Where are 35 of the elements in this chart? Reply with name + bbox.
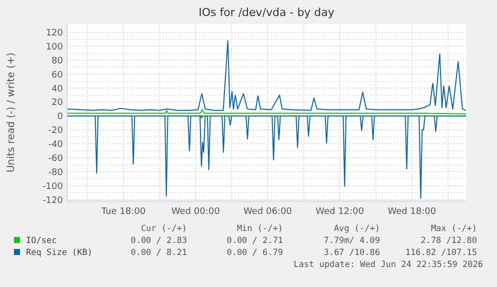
y-tick-label: -40 — [48, 140, 64, 150]
y-tick-label: -100 — [42, 182, 64, 192]
y-tick-label: 20 — [52, 98, 64, 108]
x-tick-label: Tue 18:00 — [100, 207, 146, 217]
x-tick-label: Wed 06:00 — [243, 207, 292, 217]
text: 0.00 / 2.83 — [130, 236, 187, 246]
y-tick-label: 0 — [57, 112, 64, 122]
text: 3.67 /10.86 — [324, 248, 380, 258]
y-axis-title: Units read (-) / write (+) — [6, 52, 17, 173]
text: Avg (-/+) — [334, 224, 380, 234]
y-tick-label: -60 — [48, 154, 64, 164]
text: 0.00 / 2.71 — [226, 236, 283, 246]
text: 116.82 /107.15 — [405, 248, 477, 258]
y-tick-label: 40 — [52, 84, 64, 94]
text: 0.00 / 8.21 — [130, 248, 187, 258]
y-tick-label: 60 — [52, 70, 64, 80]
x-tick-label: Wed 00:00 — [171, 207, 220, 217]
y-tick-label: -80 — [48, 168, 64, 178]
text: Max (-/+) — [430, 224, 477, 234]
y-tick-label: 100 — [46, 42, 64, 52]
text: 0.00 / 6.79 — [226, 248, 283, 258]
text: Cur (-/+) — [140, 224, 187, 234]
legend-label: Req Size (KB) — [26, 248, 93, 258]
text: Min (-/+) — [236, 224, 283, 234]
text: Last update: Wed Jun 24 22:35:59 2026 — [294, 260, 483, 270]
x-tick-label: Wed 12:00 — [316, 207, 364, 217]
y-tick-label: 120 — [46, 28, 64, 39]
text: 2.78 /12.80 — [420, 236, 477, 246]
y-tick-label: 80 — [52, 56, 64, 66]
x-tick-label: Wed 18:00 — [388, 207, 436, 217]
legend-label: IO/sec — [26, 236, 57, 246]
text: 7.79m/ 4.09 — [324, 236, 380, 246]
y-tick-label: -20 — [48, 126, 64, 136]
y-tick-label: -120 — [42, 196, 64, 206]
chart-title: IOs for /dev/vda - by day — [198, 6, 335, 19]
